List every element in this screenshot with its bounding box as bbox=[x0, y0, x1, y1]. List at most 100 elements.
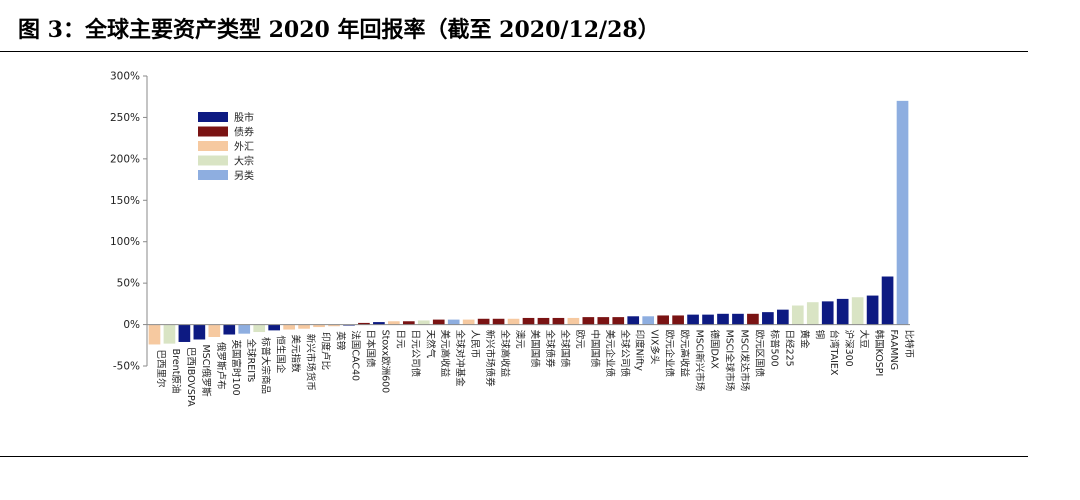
legend-swatch bbox=[198, 141, 228, 151]
bar bbox=[687, 314, 699, 325]
bar bbox=[507, 318, 520, 325]
bar bbox=[253, 324, 266, 333]
bar bbox=[298, 324, 310, 329]
x-tick-label: 人民币 bbox=[469, 330, 480, 359]
legend-swatch bbox=[198, 170, 228, 180]
x-tick-label: 全球REITs bbox=[245, 339, 257, 383]
x-tick-label: Stoxx欧洲600 bbox=[379, 330, 391, 394]
x-tick-label: 黄金 bbox=[798, 330, 810, 350]
legend-label: 另类 bbox=[234, 169, 254, 182]
x-tick-label: 美国国债 bbox=[529, 330, 541, 369]
figure-title: 图 3：全球主要资产类型 2020 年回报率（截至 2020/12/28） bbox=[18, 17, 660, 43]
bar bbox=[223, 324, 236, 335]
x-tick-label: 法国CAC40 bbox=[349, 330, 361, 381]
x-tick-label: 德国DAX bbox=[709, 330, 721, 370]
bar bbox=[358, 322, 370, 325]
bar bbox=[148, 324, 161, 345]
x-tick-label: 沪深300 bbox=[843, 330, 855, 367]
x-tick-label: 澳元 bbox=[514, 330, 526, 350]
x-tick-label: 欧元 bbox=[574, 330, 586, 350]
x-tick-label: 印度卢比 bbox=[320, 332, 332, 370]
bar bbox=[313, 324, 325, 328]
y-tick-label: -50% bbox=[113, 361, 140, 373]
bar bbox=[462, 319, 475, 325]
x-tick-label: 台湾TAIEX bbox=[828, 330, 840, 376]
x-tick-label: 巴西里尔 bbox=[155, 349, 167, 388]
x-tick-label: 美元指数 bbox=[290, 335, 302, 374]
x-tick-label: 印度Nifty bbox=[634, 330, 646, 372]
legend-label: 债券 bbox=[234, 126, 254, 139]
bar bbox=[417, 320, 430, 325]
bar bbox=[836, 298, 849, 325]
bottom-rule bbox=[0, 456, 1028, 457]
x-tick-label: 大豆 bbox=[858, 330, 870, 349]
bar bbox=[597, 317, 610, 325]
y-tick-label: 50% bbox=[117, 278, 140, 290]
bar bbox=[388, 321, 400, 325]
top-rule bbox=[0, 51, 1028, 52]
x-tick-label: 日元公司债 bbox=[409, 330, 421, 378]
y-tick-label: 150% bbox=[110, 195, 140, 207]
bar bbox=[402, 321, 415, 325]
x-tick-label: Brent原油 bbox=[170, 349, 182, 394]
x-tick-label: 新兴市场货币 bbox=[305, 334, 317, 391]
x-tick-label: 欧元企业债 bbox=[664, 330, 676, 378]
bar bbox=[732, 313, 744, 325]
x-tick-label: 新兴市场债券 bbox=[484, 330, 496, 388]
y-tick-label: 200% bbox=[110, 153, 140, 165]
x-tick-label: 比特币 bbox=[903, 330, 915, 359]
x-tick-label: 俄罗斯卢布 bbox=[215, 342, 227, 390]
bar bbox=[806, 302, 819, 325]
bar bbox=[208, 324, 221, 337]
x-tick-label: 全球公司债 bbox=[619, 330, 631, 378]
legend-swatch bbox=[198, 126, 228, 137]
bar bbox=[567, 317, 580, 325]
bar bbox=[717, 313, 729, 325]
x-tick-label: 全球国债 bbox=[559, 330, 571, 369]
bar bbox=[881, 276, 894, 325]
x-tick-label: FAAMNG bbox=[888, 330, 899, 371]
bar bbox=[373, 322, 385, 325]
bar bbox=[328, 324, 340, 327]
bar bbox=[582, 317, 595, 325]
bar bbox=[762, 312, 774, 325]
bar bbox=[821, 301, 834, 325]
bar bbox=[163, 324, 176, 344]
x-tick-label: 全球高收益 bbox=[499, 330, 511, 378]
x-tick-label: 巴西IBOVSPA bbox=[185, 347, 196, 407]
y-tick-label: 0% bbox=[123, 319, 140, 331]
bar bbox=[747, 313, 759, 325]
bar-chart: -50% 0% 50% 100% 150% 200% 250% 300% 巴西里尔 Brent原油… bbox=[110, 71, 915, 408]
x-tick-label: VIX多头 bbox=[649, 330, 661, 365]
bar bbox=[866, 295, 879, 325]
bar bbox=[657, 315, 669, 325]
x-tick-label: MSCI俄罗斯 bbox=[200, 344, 212, 397]
bar bbox=[477, 318, 490, 325]
bar bbox=[627, 316, 640, 325]
bar bbox=[283, 324, 295, 330]
bar bbox=[193, 324, 206, 340]
x-tick-label: 铜 bbox=[813, 330, 825, 340]
x-tick-label: MSCI新兴市场 bbox=[694, 330, 706, 392]
y-tick-label: 300% bbox=[110, 71, 140, 83]
bar bbox=[552, 317, 565, 325]
bar bbox=[791, 305, 804, 325]
bar bbox=[432, 319, 445, 325]
x-tick-label: 全球对冲基金 bbox=[454, 330, 466, 388]
x-tick-label: 欧元高收益 bbox=[679, 330, 691, 378]
x-tick-label: 英镑 bbox=[335, 331, 347, 350]
x-tick-label: 恒生国企 bbox=[275, 335, 287, 374]
x-tick-label: 日本国债 bbox=[364, 330, 376, 369]
x-tick-label: 全球债券 bbox=[544, 330, 556, 369]
x-tick-label: 欧元区国债 bbox=[753, 330, 765, 378]
x-tick-label: 天然气 bbox=[424, 330, 436, 359]
x-tick-label: 美元企业债 bbox=[604, 330, 616, 378]
bar bbox=[642, 316, 655, 325]
x-tick-label: 日元 bbox=[394, 330, 405, 350]
legend-label: 外汇 bbox=[234, 140, 254, 153]
bar bbox=[896, 100, 909, 325]
bar bbox=[238, 324, 251, 334]
legend-label: 股市 bbox=[234, 111, 254, 124]
x-tick-label: 英国富时100 bbox=[230, 340, 242, 396]
bar bbox=[776, 309, 789, 325]
